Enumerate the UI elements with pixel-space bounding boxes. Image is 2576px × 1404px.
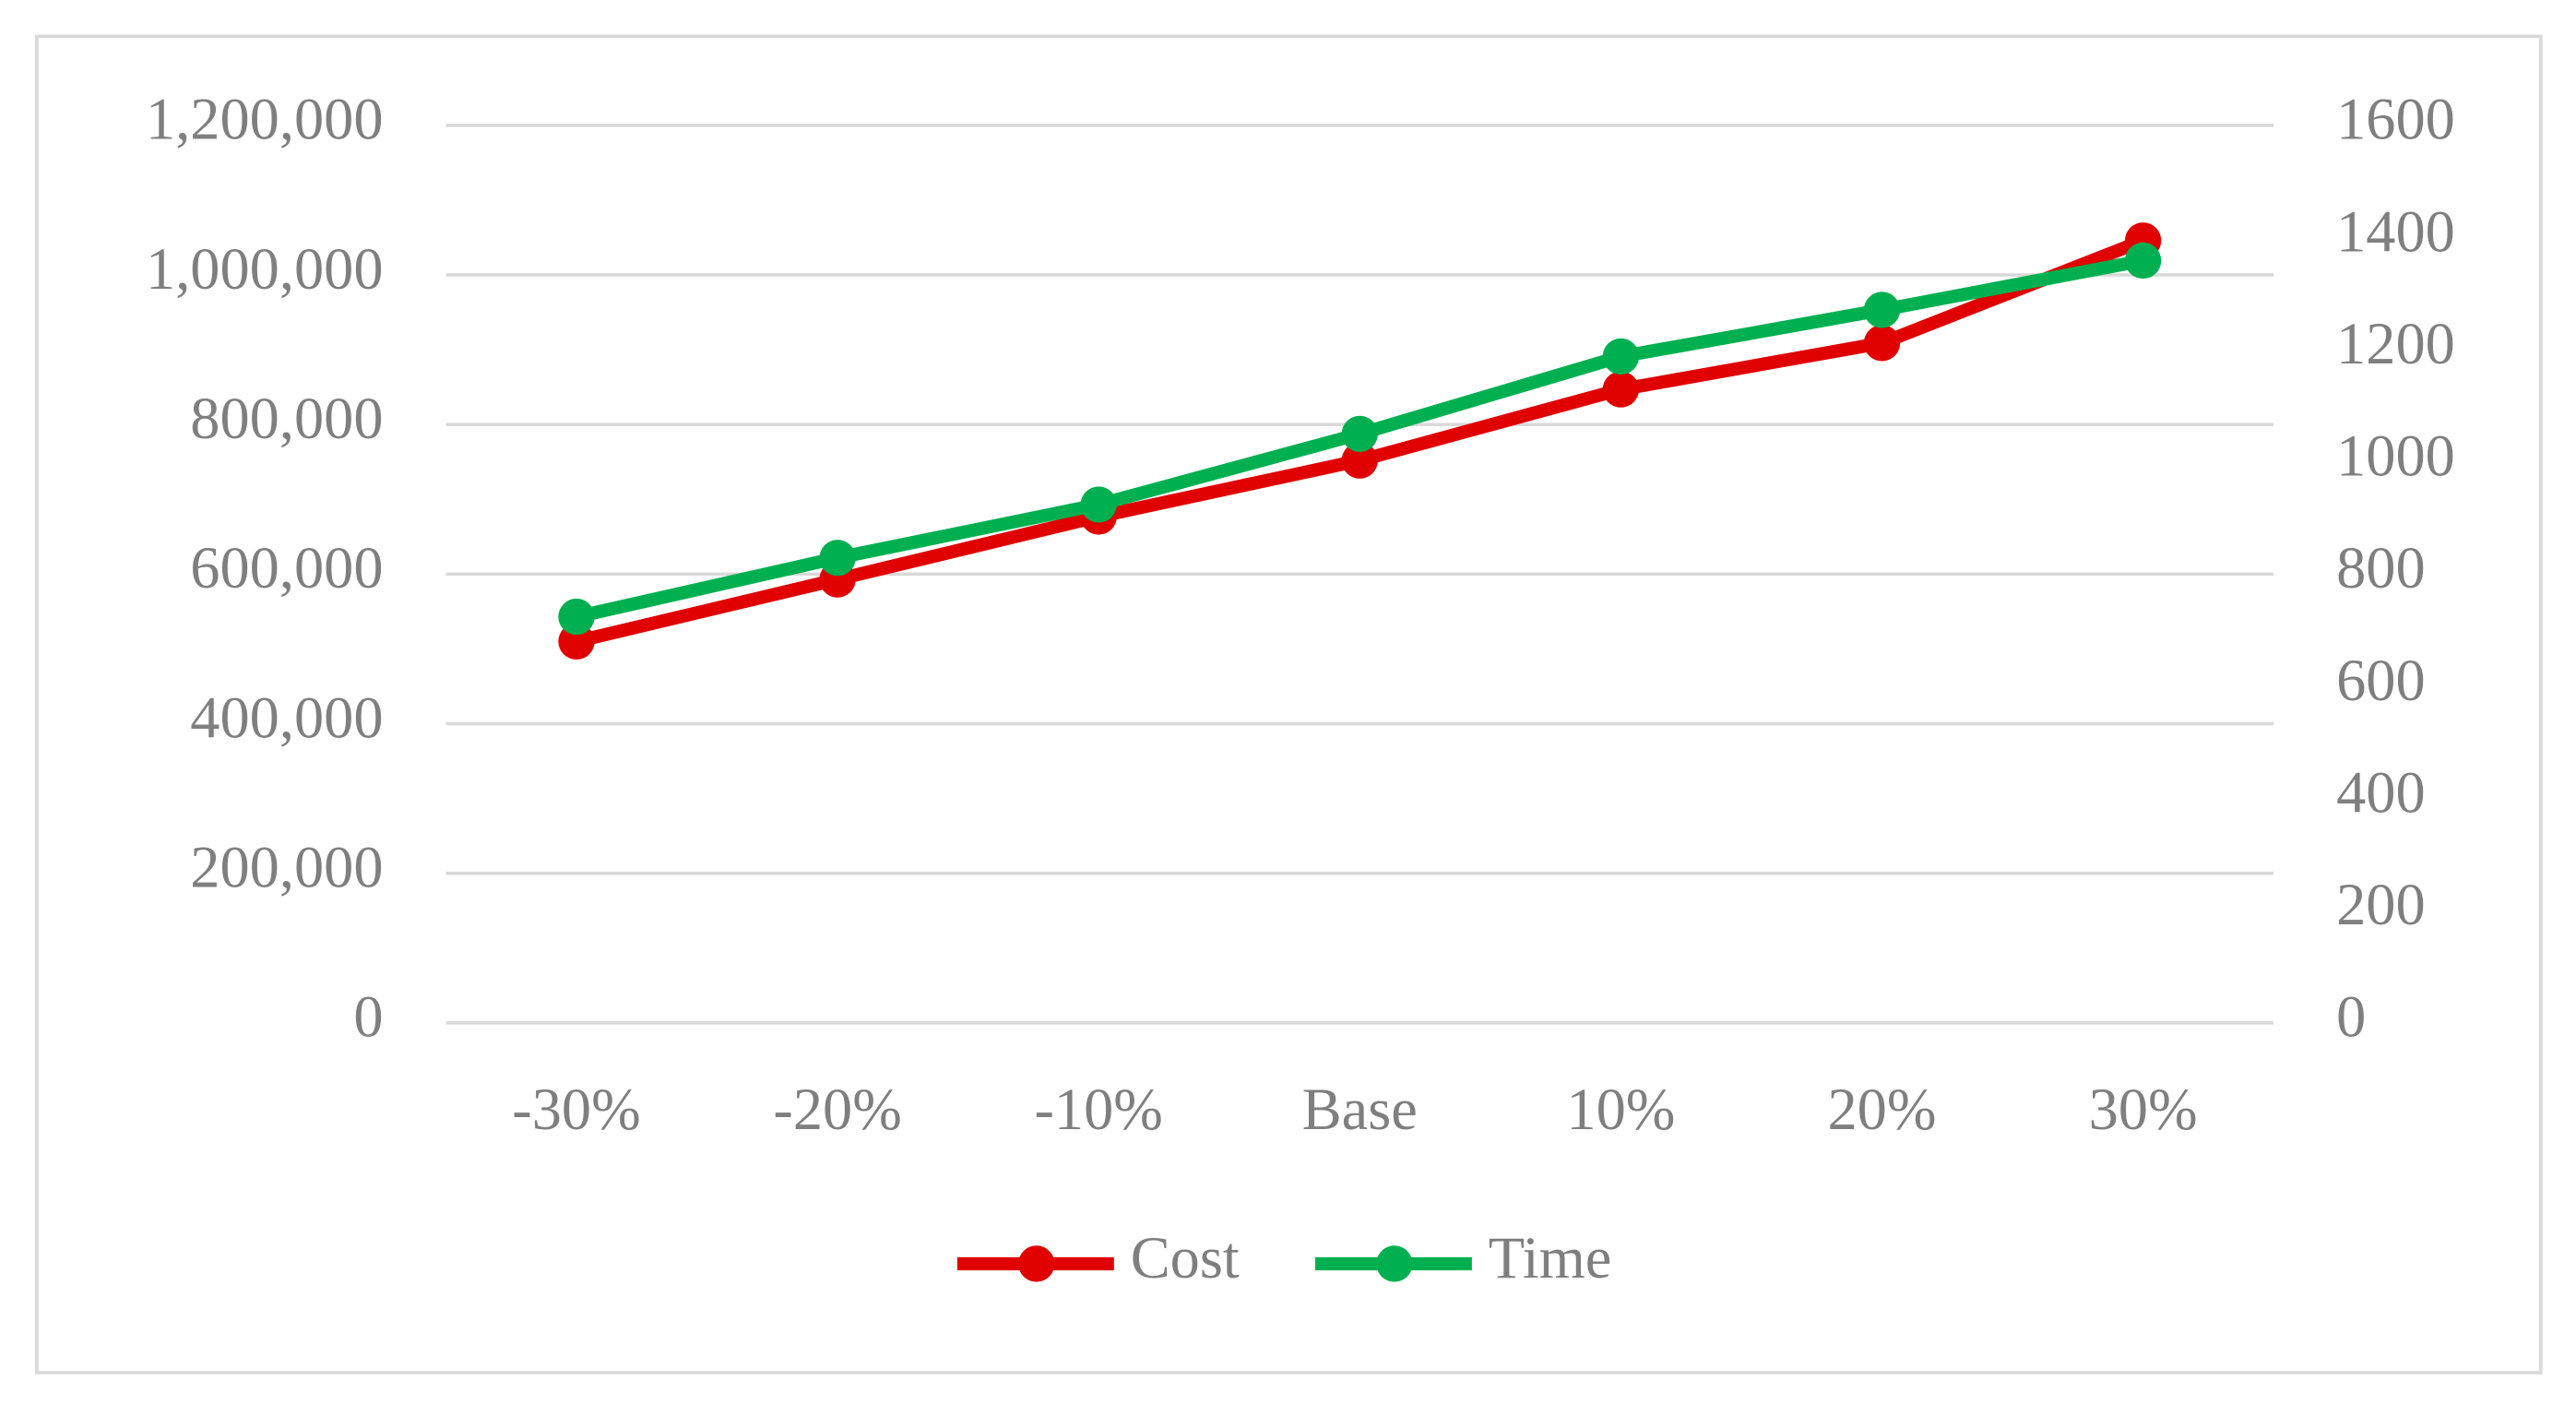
point-marker	[1341, 442, 1378, 479]
y-tick-label: 800,000	[190, 386, 383, 451]
y-tick-label: 1,200,000	[146, 87, 384, 152]
y2-tick-label: 1000	[2336, 423, 2455, 489]
x-tick-label: -30%	[512, 1077, 640, 1142]
y2-tick-label: 400	[2336, 759, 2426, 825]
y-tick-label: 1,000,000	[146, 236, 384, 302]
point-marker	[1080, 486, 1117, 523]
y2-tick-label: 600	[2336, 648, 2426, 713]
y-tick-label: 200,000	[190, 834, 383, 899]
chart-frame	[35, 34, 2543, 1374]
x-tick-label: -20%	[773, 1077, 901, 1142]
legend-label: Cost	[1131, 1225, 1240, 1291]
y2-tick-label: 0	[2336, 984, 2366, 1050]
x-tick-label: -10%	[1034, 1077, 1162, 1142]
point-marker	[1602, 371, 1640, 408]
y-tick-label: 400,000	[190, 684, 383, 750]
y-tick-label: 600,000	[190, 535, 383, 601]
y2-tick-label: 1600	[2336, 87, 2455, 152]
x-tick-label: Base	[1302, 1077, 1418, 1142]
point-marker	[1341, 415, 1378, 453]
legend-marker	[1376, 1245, 1413, 1282]
point-marker	[1863, 325, 1901, 362]
y-tick-label: 0	[353, 984, 383, 1050]
y2-tick-label: 1200	[2336, 311, 2455, 376]
y2-tick-label: 1400	[2336, 198, 2455, 264]
point-marker	[2124, 242, 2162, 280]
point-marker	[558, 598, 595, 636]
legend-marker	[1018, 1245, 1055, 1282]
point-marker	[1863, 292, 1901, 328]
x-tick-label: 20%	[1827, 1077, 1936, 1142]
point-marker	[1602, 338, 1640, 375]
x-tick-label: 10%	[1566, 1077, 1675, 1142]
point-marker	[819, 540, 856, 577]
x-tick-label: 30%	[2089, 1077, 2198, 1142]
y2-tick-label: 800	[2336, 535, 2426, 601]
y2-tick-label: 200	[2336, 872, 2426, 937]
legend-label: Time	[1489, 1225, 1612, 1291]
